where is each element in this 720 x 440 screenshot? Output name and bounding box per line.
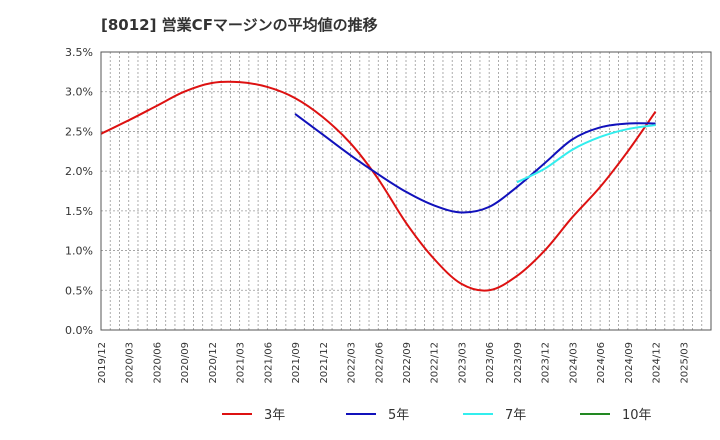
legend-label-0: 3年 xyxy=(264,408,285,423)
chart-title: [8012] 営業CFマージンの平均値の推移 xyxy=(101,16,378,34)
y-tick-label: 0.5% xyxy=(65,284,93,297)
x-tick-label: 2021/09 xyxy=(291,342,302,384)
y-tick-label: 1.0% xyxy=(65,245,93,258)
x-tick-label: 2025/03 xyxy=(679,342,690,384)
x-tick-label: 2022/12 xyxy=(430,342,441,384)
x-tick-label: 2024/09 xyxy=(624,342,635,384)
legend-label-1: 5年 xyxy=(388,408,409,423)
x-tick-label: 2022/06 xyxy=(374,342,385,384)
y-tick-label: 0.0% xyxy=(65,324,93,337)
y-tick-label: 1.5% xyxy=(65,205,93,218)
y-axis-ticks: 0.0% 0.5% 1.0% 1.5% 2.0% 2.5% 3.0% 3.5% xyxy=(65,46,93,337)
x-tick-label: 2020/09 xyxy=(180,342,191,384)
y-tick-label: 2.5% xyxy=(65,125,93,138)
x-tick-label: 2024/03 xyxy=(568,342,579,384)
y-tick-label: 3.0% xyxy=(65,86,93,99)
series-lines xyxy=(100,80,657,292)
x-axis-ticks: 2019/12 2020/03 2020/06 2020/09 2020/12 2021/… xyxy=(97,342,690,384)
x-tick-label: 2020/06 xyxy=(152,342,163,384)
x-tick-label: 2023/06 xyxy=(485,342,496,384)
x-tick-label: 2019/12 xyxy=(97,342,108,384)
x-tick-label: 2020/12 xyxy=(208,342,219,384)
series-line-0 xyxy=(100,80,657,292)
x-tick-label: 2024/06 xyxy=(596,342,607,384)
legend-label-3: 10年 xyxy=(622,408,652,423)
y-tick-label: 2.0% xyxy=(65,165,93,178)
plot-area-frame xyxy=(100,51,712,331)
x-tick-label: 2021/06 xyxy=(263,342,274,384)
series-line-2 xyxy=(516,124,656,184)
x-tick-label: 2023/09 xyxy=(513,342,524,384)
x-tick-label: 2022/03 xyxy=(347,342,358,384)
y-tick-label: 3.5% xyxy=(65,46,93,59)
x-tick-label: 2023/03 xyxy=(457,342,468,384)
x-tick-label: 2024/12 xyxy=(652,342,663,384)
series-line-1 xyxy=(294,113,656,214)
x-tick-label: 2020/03 xyxy=(125,342,136,384)
x-tick-label: 2021/03 xyxy=(236,342,247,384)
legend: 3年 5年 7年 10年 xyxy=(222,408,652,423)
x-tick-label: 2021/12 xyxy=(319,342,330,384)
x-tick-label: 2022/09 xyxy=(402,342,413,384)
x-tick-label: 2023/12 xyxy=(541,342,552,384)
legend-label-2: 7年 xyxy=(505,408,526,423)
